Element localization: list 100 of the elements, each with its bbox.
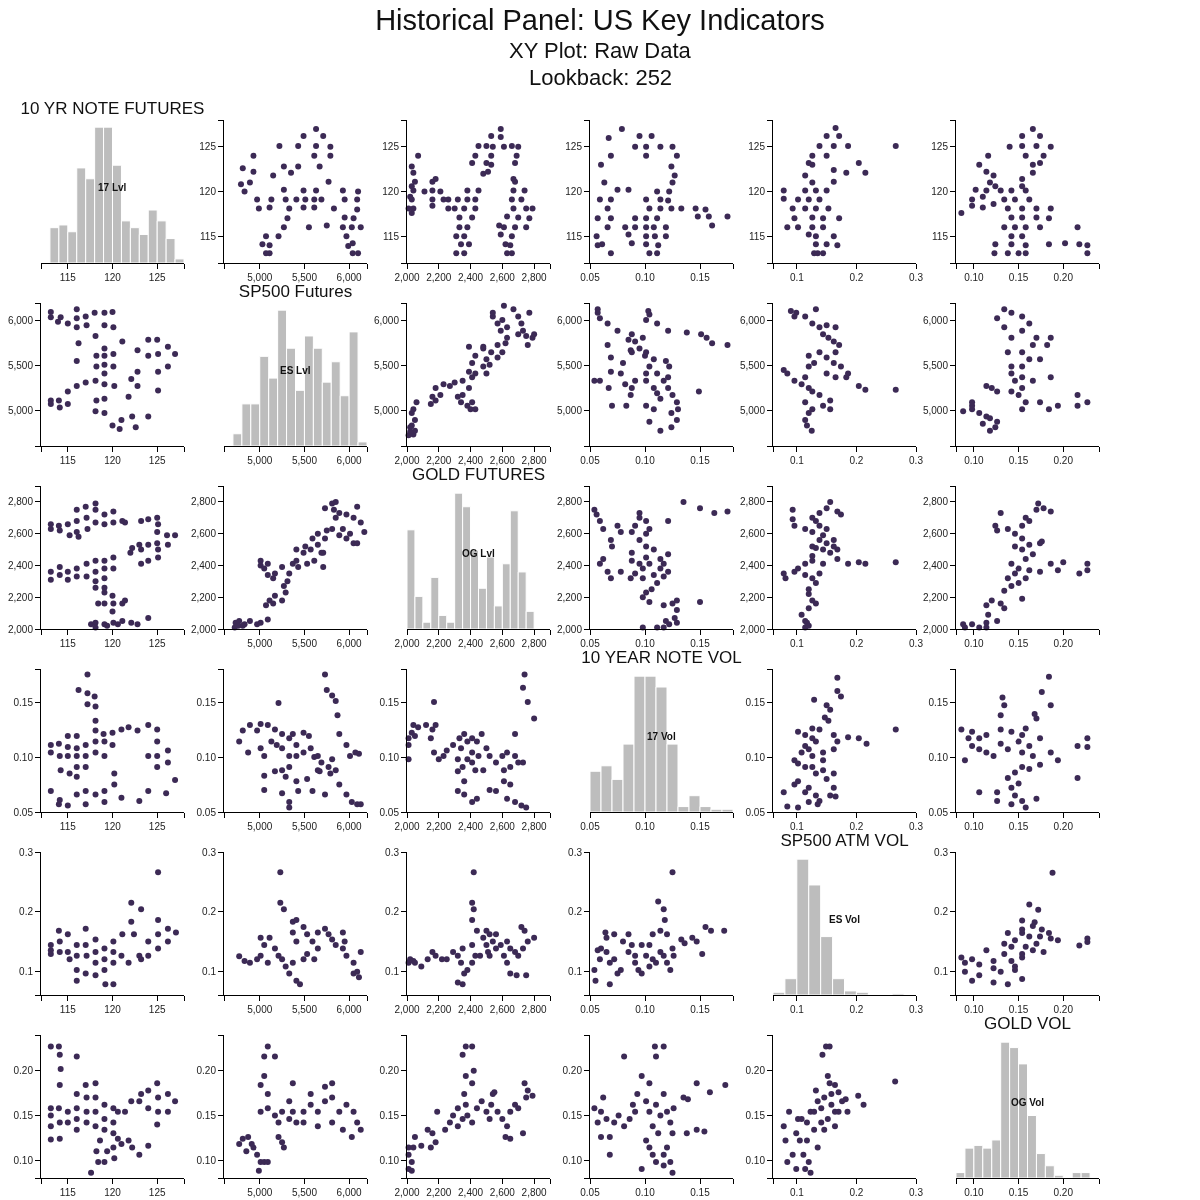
y-tick-label: 0.10: [196, 1154, 217, 1166]
y-tick-label: 125: [565, 141, 583, 153]
x-tick-label: 2,600: [489, 638, 516, 649]
y-tick-label: 0.20: [745, 1065, 766, 1077]
x-tick-label: 0.10: [964, 1004, 985, 1015]
x-tick-label: 6,000: [336, 455, 363, 466]
x-tick-label: 2,400: [458, 821, 484, 832]
x-tick-label: 0.10: [635, 1004, 656, 1015]
x-tick-label: 2,000: [394, 1004, 420, 1015]
x-tick-label: 125: [148, 455, 166, 466]
chart-title: GOLD VOL: [984, 1013, 1071, 1033]
x-tick-label: 0.20: [1053, 821, 1074, 832]
y-tick-label: 0.3: [19, 846, 34, 858]
x-tick-label: 125: [148, 638, 166, 649]
y-tick-label: 0.2: [385, 906, 400, 918]
x-tick-label: 115: [59, 638, 77, 649]
text: XY Plot: Raw Data: [509, 38, 692, 63]
x-tick-label: 0.20: [1053, 638, 1074, 649]
x-tick-label: 6,000: [336, 821, 363, 832]
y-tick-label: 125: [199, 141, 217, 153]
y-tick-label: 0.20: [379, 1065, 400, 1077]
y-tick-label: 5,500: [922, 360, 949, 372]
x-tick-label: 0.3: [909, 638, 924, 649]
y-tick-label: 2,800: [922, 496, 949, 508]
x-tick-label: 0.15: [690, 821, 711, 832]
x-tick-label: 0.1: [789, 1004, 805, 1015]
x-tick-label: 0.3: [909, 821, 924, 832]
y-tick-label: 115: [749, 230, 766, 242]
x-tick-label: 2,000: [394, 638, 420, 649]
y-tick-label: 0.05: [745, 806, 766, 818]
x-tick-label: 0.10: [635, 1187, 656, 1198]
x-tick-label: 6,000: [336, 1004, 363, 1015]
x-tick-label: 5,000: [247, 455, 273, 466]
y-tick-label: 5,500: [556, 360, 583, 372]
x-tick-label: 0.10: [964, 272, 985, 283]
y-tick-label: 0.15: [928, 696, 949, 708]
y-tick-label: 120: [565, 186, 583, 197]
x-tick-label: 5,500: [291, 272, 318, 283]
y-tick-label: 5,500: [373, 360, 400, 372]
x-tick-label: 2,200: [426, 1187, 452, 1198]
y-tick-label: 5,000: [922, 404, 949, 416]
y-tick-label: 0.3: [934, 846, 949, 858]
y-tick-label: 115: [932, 230, 949, 242]
y-tick-label: 5,000: [7, 404, 34, 416]
y-tick-label: 120: [382, 186, 400, 197]
y-tick-label: 2,600: [739, 528, 766, 540]
y-tick-label: 0.05: [13, 806, 34, 818]
y-tick-label: 2,600: [922, 528, 949, 540]
x-tick-label: 2,000: [394, 455, 420, 466]
x-tick-label: 5,500: [291, 455, 318, 466]
x-tick-label: 2,400: [458, 1004, 484, 1015]
x-tick-label: 6,000: [336, 1187, 363, 1198]
x-tick-label: 0.10: [964, 455, 985, 466]
x-tick-label: 0.15: [1008, 1004, 1029, 1015]
y-tick-label: 2,200: [922, 591, 949, 603]
x-tick-label: 0.15: [1008, 1187, 1029, 1198]
annotation: ES Vol: [829, 914, 861, 925]
x-tick-label: 2,800: [521, 821, 548, 832]
y-tick-label: 2,200: [739, 591, 766, 603]
x-tick-label: 0.3: [909, 455, 924, 466]
x-tick-label: 0.20: [1053, 455, 1074, 466]
x-tick-label: 2,000: [394, 272, 420, 283]
x-tick-label: 0.3: [909, 1004, 924, 1015]
chart-title: SP500 ATM VOL: [780, 830, 909, 850]
x-tick-label: 2,200: [426, 821, 452, 832]
x-tick-label: 0.10: [964, 638, 985, 649]
y-tick-label: 6,000: [373, 315, 400, 327]
x-tick-label: 0.20: [1053, 1004, 1074, 1015]
x-tick-label: 2,800: [521, 638, 548, 649]
x-tick-label: 0.15: [690, 1004, 711, 1015]
x-tick-label: 0.1: [789, 272, 805, 283]
annotation: 17 Lvl: [98, 182, 127, 193]
y-tick-label: 2,600: [190, 528, 217, 540]
x-tick-label: 0.15: [1008, 821, 1029, 832]
x-tick-label: 125: [148, 1187, 166, 1198]
y-tick-label: 0.10: [379, 751, 400, 763]
y-tick-label: 0.15: [562, 1109, 583, 1121]
y-tick-label: 0.10: [745, 1154, 766, 1166]
chart-title: 10 YR NOTE FUTURES: [20, 98, 205, 118]
y-tick-label: 2,400: [922, 559, 949, 571]
y-tick-label: 2,200: [7, 591, 34, 603]
y-tick-label: 125: [748, 141, 766, 153]
y-tick-label: 6,000: [556, 315, 583, 327]
annotation: OG Vol: [1011, 1097, 1045, 1108]
x-tick-label: 2,400: [458, 272, 484, 283]
x-tick-label: 0.15: [1008, 272, 1029, 283]
x-tick-label: 120: [104, 272, 122, 283]
y-tick-label: 0.1: [385, 965, 400, 977]
x-tick-label: 2,400: [458, 638, 484, 649]
y-tick-label: 0.2: [19, 906, 34, 918]
y-tick-label: 5,500: [739, 360, 766, 372]
y-tick-label: 6,000: [739, 315, 766, 327]
x-tick-label: 120: [104, 455, 122, 466]
x-tick-label: 0.15: [1008, 455, 1029, 466]
y-tick-label: 2,400: [556, 559, 583, 571]
y-tick-label: 0.2: [568, 906, 583, 918]
x-tick-label: 0.1: [789, 821, 805, 832]
y-tick-label: 0.10: [562, 1154, 583, 1166]
x-tick-label: 115: [59, 272, 77, 283]
x-tick-label: 120: [104, 1187, 122, 1198]
